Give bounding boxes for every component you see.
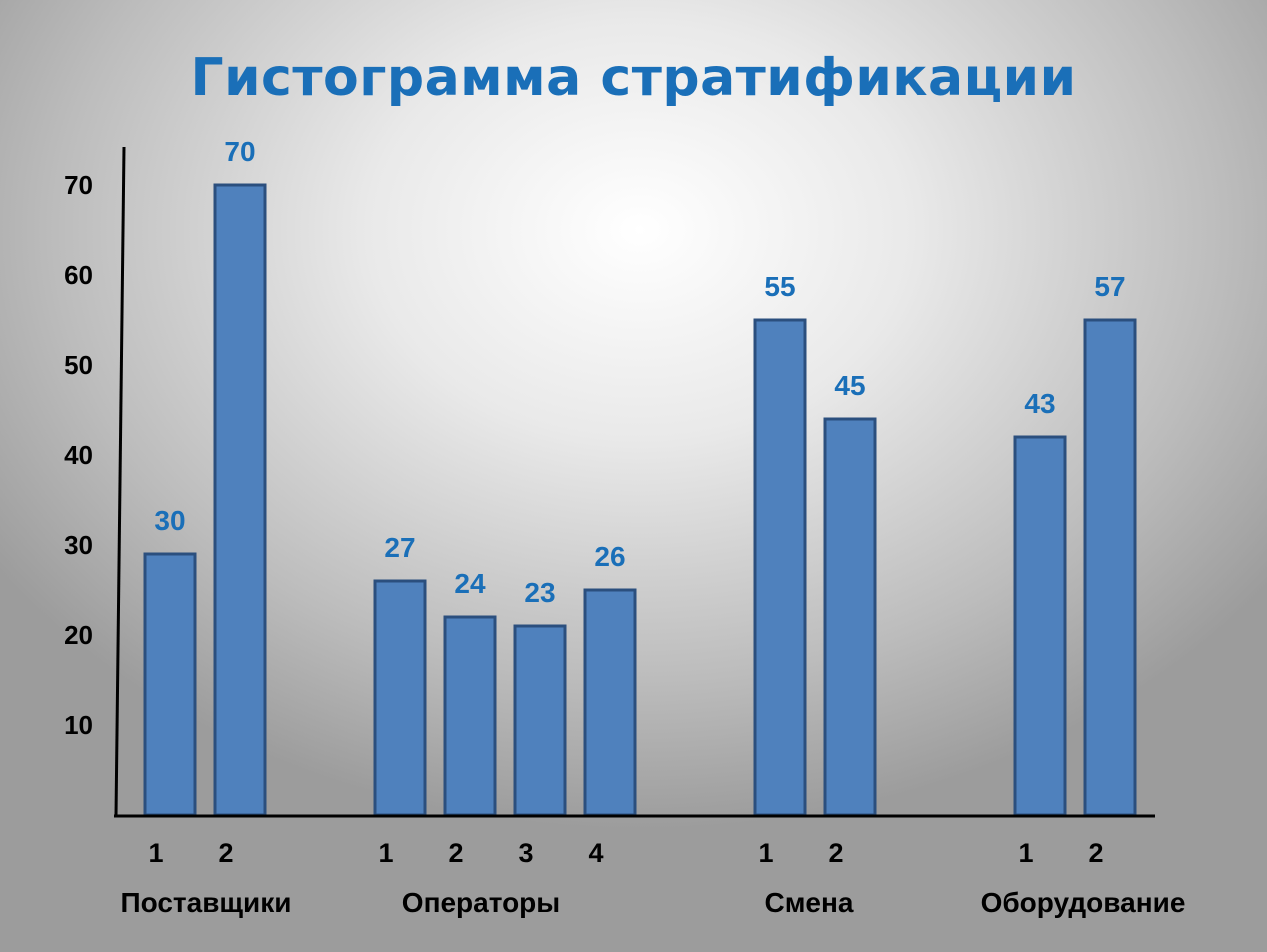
y-tick-label: 40 xyxy=(64,440,93,470)
y-tick-label: 50 xyxy=(64,350,93,380)
group-label: Операторы xyxy=(402,887,560,918)
y-axis-line xyxy=(114,146,126,817)
data-label: 43 xyxy=(1024,388,1055,419)
x-tick-label: 4 xyxy=(588,838,603,868)
data-label: 57 xyxy=(1094,271,1125,302)
y-tick-label: 20 xyxy=(64,620,93,650)
bar xyxy=(513,624,567,817)
x-tick-label: 3 xyxy=(518,838,533,868)
y-axis: 10 20 30 40 50 60 70 xyxy=(64,146,126,817)
bar xyxy=(583,588,637,817)
bar xyxy=(823,417,877,817)
bar xyxy=(753,318,807,817)
bar xyxy=(443,615,497,817)
group-label: Смена xyxy=(765,887,854,918)
x-tick-label: 1 xyxy=(378,838,393,868)
data-label: 26 xyxy=(594,541,625,572)
x-tick-label: 2 xyxy=(218,838,233,868)
data-label: 55 xyxy=(764,271,795,302)
x-tick-label: 1 xyxy=(1018,838,1033,868)
group-label: Поставщики xyxy=(121,887,292,918)
y-tick-label: 10 xyxy=(64,710,93,740)
x-tick-label: 2 xyxy=(828,838,843,868)
data-label: 27 xyxy=(384,532,415,563)
data-label: 30 xyxy=(154,505,185,536)
x-tick-label: 2 xyxy=(448,838,463,868)
data-label: 45 xyxy=(834,370,865,401)
bar xyxy=(1083,318,1137,817)
x-tick-label: 2 xyxy=(1088,838,1103,868)
x-tick-label: 1 xyxy=(758,838,773,868)
y-tick-label: 70 xyxy=(64,170,93,200)
bar xyxy=(1013,435,1067,817)
bar xyxy=(143,552,197,817)
bars xyxy=(143,183,1137,817)
x-axis: 1 2 Поставщики 1 2 3 4 Операторы 1 2 Смена 1 2 Оборуд… xyxy=(114,814,1186,918)
data-label: 70 xyxy=(224,136,255,167)
chart-title: Гистограмма стратификации xyxy=(190,48,1077,108)
bar xyxy=(213,183,267,817)
y-tick-label: 30 xyxy=(64,530,93,560)
data-label: 23 xyxy=(524,577,555,608)
data-labels: 30 70 27 24 23 26 55 45 43 57 xyxy=(154,136,1125,608)
bar xyxy=(373,579,427,817)
y-tick-label: 60 xyxy=(64,260,93,290)
group-label: Оборудование xyxy=(981,887,1186,918)
x-tick-label: 1 xyxy=(148,838,163,868)
data-label: 24 xyxy=(454,568,486,599)
